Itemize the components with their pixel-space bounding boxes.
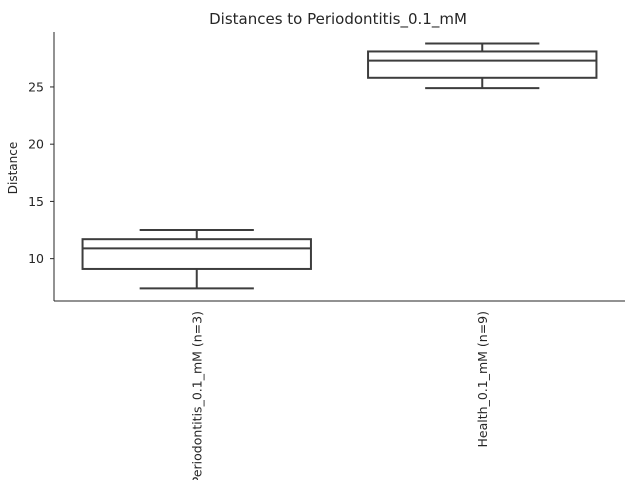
box-iqr bbox=[81, 238, 312, 270]
boxes bbox=[81, 42, 598, 290]
y-tick-label: 10 bbox=[28, 251, 44, 266]
category-label: Health_0.1_mM (n=9) bbox=[475, 311, 490, 447]
chart-title: Distances to Periodontitis_0.1_mM bbox=[209, 10, 467, 29]
y-tick-label: 25 bbox=[28, 79, 44, 94]
box-group bbox=[367, 42, 598, 90]
category-label: Periodontitis_0.1_mM (n=3) bbox=[189, 311, 204, 480]
y-ticks: 10 15 20 25 bbox=[28, 79, 54, 266]
box-iqr bbox=[367, 50, 598, 79]
y-axis-label: Distance bbox=[6, 142, 20, 194]
box-group bbox=[81, 229, 312, 290]
y-tick-label: 20 bbox=[28, 137, 44, 152]
category-labels: Periodontitis_0.1_mM (n=3) Health_0.1_mM … bbox=[189, 311, 490, 480]
y-tick-label: 15 bbox=[28, 194, 44, 209]
